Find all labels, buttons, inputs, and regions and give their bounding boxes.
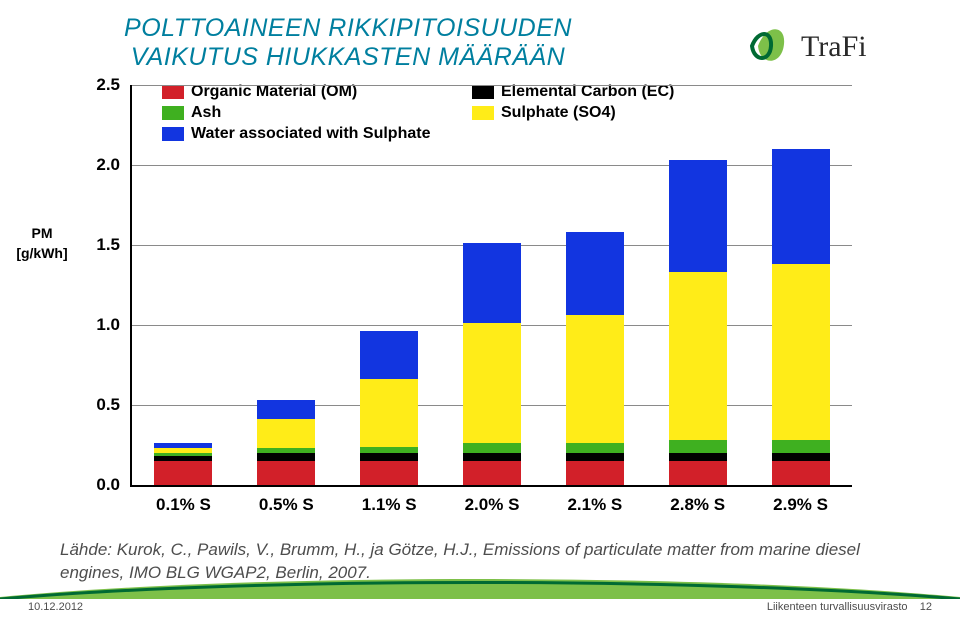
- svg-text:TraFi: TraFi: [801, 30, 867, 63]
- bar-stack: [154, 443, 212, 485]
- grid-line: [132, 85, 852, 86]
- x-tick-label: 0.5% S: [259, 495, 314, 515]
- grid-line: [132, 165, 852, 166]
- bar-segment-om: [463, 461, 521, 485]
- trafi-logo: TraFi: [746, 16, 926, 76]
- bar-segment-so4: [463, 323, 521, 443]
- bar-segment-om: [257, 461, 315, 485]
- bar-segment-water: [257, 400, 315, 419]
- bar-segment-om: [772, 461, 830, 485]
- bar-segment-ec: [463, 453, 521, 461]
- y-tick-label: 1.5: [90, 235, 120, 255]
- bar-segment-so4: [772, 264, 830, 440]
- y-tick-label: 0.0: [90, 475, 120, 495]
- bar-stack: [360, 331, 418, 485]
- page-title: POLTTOAINEEN RIKKIPITOISUUDEN VAIKUTUS H…: [88, 14, 608, 72]
- x-tick-label: 2.9% S: [773, 495, 828, 515]
- page-footer: 10.12.2012 Liikenteen turvallisuusvirast…: [28, 601, 932, 613]
- bar-stack: [772, 149, 830, 485]
- bar-segment-so4: [566, 315, 624, 443]
- bar-segment-so4: [360, 379, 418, 446]
- bar-segment-ec: [257, 453, 315, 461]
- x-tick-label: 2.1% S: [567, 495, 622, 515]
- bar-segment-ash: [669, 440, 727, 453]
- x-tick-label: 0.1% S: [156, 495, 211, 515]
- bar-segment-water: [566, 232, 624, 315]
- pm-chart: Organic Material (OM)AshWater associated…: [60, 85, 870, 525]
- bar-stack: [566, 232, 624, 485]
- bar-segment-ash: [463, 443, 521, 453]
- bar-segment-so4: [669, 272, 727, 440]
- y-tick-label: 0.5: [90, 395, 120, 415]
- bar-segment-water: [360, 331, 418, 379]
- bar-segment-om: [154, 461, 212, 485]
- bar-segment-om: [669, 461, 727, 485]
- bar-segment-water: [772, 149, 830, 264]
- bar-segment-ash: [566, 443, 624, 453]
- bar-stack: [669, 160, 727, 485]
- x-tick-label: 1.1% S: [362, 495, 417, 515]
- footer-org: Liikenteen turvallisuusvirasto: [767, 601, 908, 613]
- bar-stack: [463, 243, 521, 485]
- bar-segment-om: [566, 461, 624, 485]
- bar-segment-ash: [772, 440, 830, 453]
- title-line-1: POLTTOAINEEN RIKKIPITOISUUDEN: [124, 14, 572, 42]
- y-tick-label: 2.0: [90, 155, 120, 175]
- bar-segment-om: [360, 461, 418, 485]
- footer-page: 12: [920, 601, 932, 613]
- bar-segment-ec: [772, 453, 830, 461]
- chart-plot: 0.1% S0.5% S1.1% S2.0% S2.1% S2.8% S2.9%…: [130, 85, 852, 487]
- bar-segment-ec: [669, 453, 727, 461]
- y-tick-label: 1.0: [90, 315, 120, 335]
- bar-segment-ec: [566, 453, 624, 461]
- chart-citation: Lähde: Kurok, C., Pawils, V., Brumm, H.,…: [60, 539, 900, 585]
- bar-segment-ec: [360, 453, 418, 461]
- bar-segment-water: [463, 243, 521, 323]
- footer-date: 10.12.2012: [28, 601, 83, 613]
- x-tick-label: 2.0% S: [465, 495, 520, 515]
- y-axis-unit: [g/kWh]: [12, 245, 72, 261]
- y-tick-label: 2.5: [90, 75, 120, 95]
- bar-segment-water: [669, 160, 727, 272]
- y-axis-label: PM: [12, 225, 72, 241]
- title-line-2: VAIKUTUS HIUKKASTEN MÄÄRÄÄN: [131, 43, 565, 71]
- bar-stack: [257, 400, 315, 485]
- bar-segment-so4: [257, 419, 315, 448]
- x-tick-label: 2.8% S: [670, 495, 725, 515]
